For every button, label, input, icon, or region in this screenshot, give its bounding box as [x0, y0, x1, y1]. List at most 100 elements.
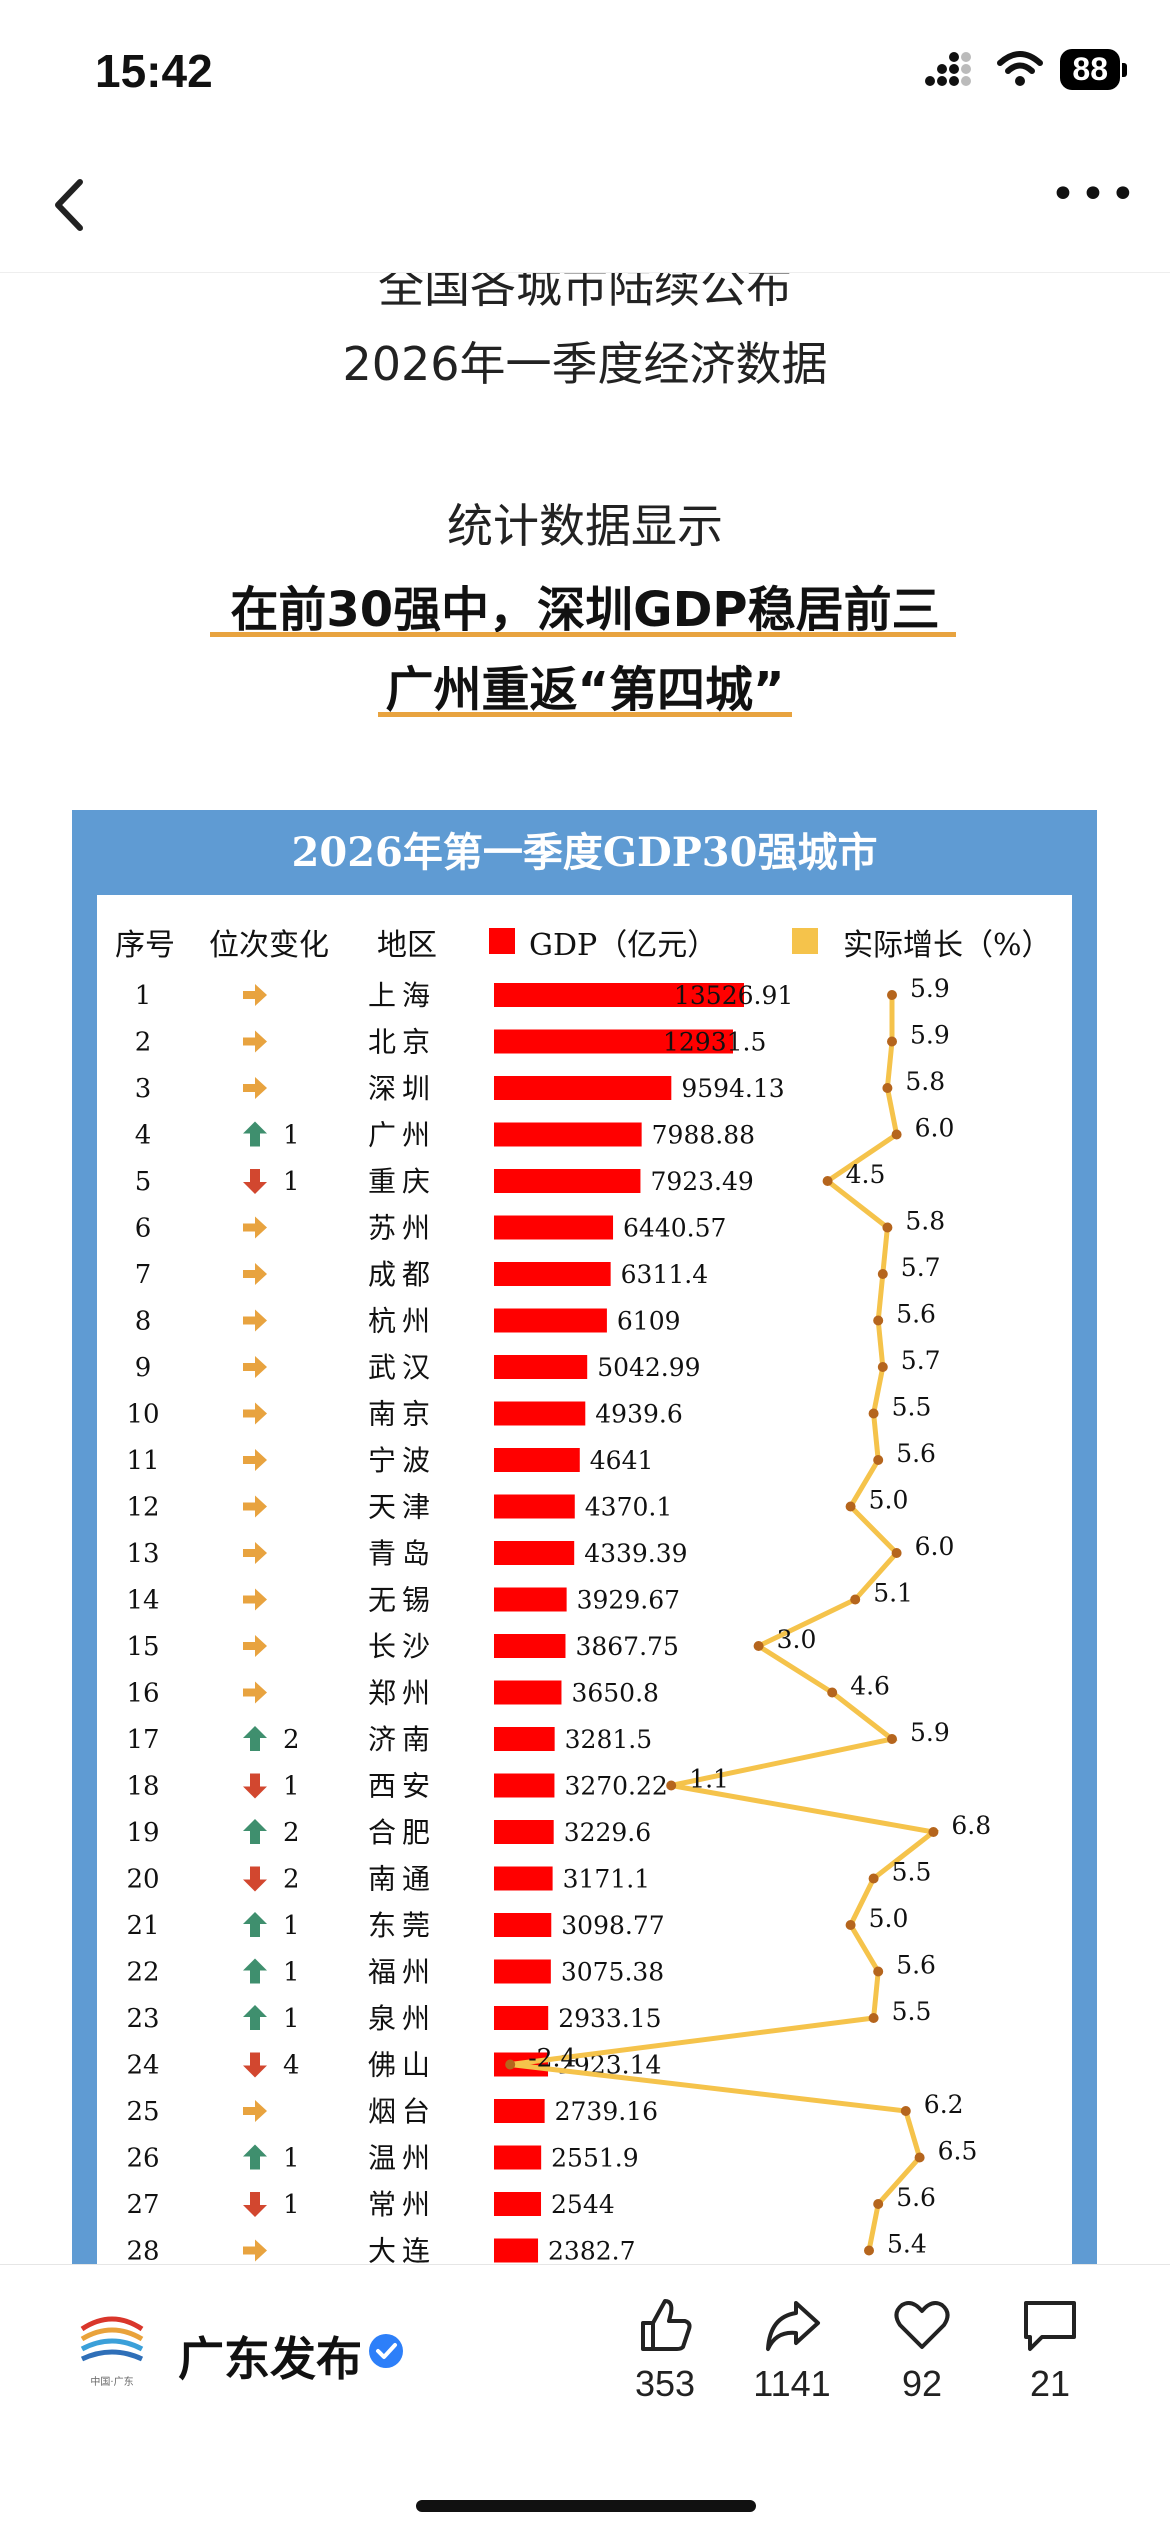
right-arrow-icon — [243, 1030, 267, 1053]
gdp-value-label: 3270.22 — [564, 1772, 667, 1801]
region-cell: 成都 — [368, 1258, 436, 1291]
gdp-bar — [494, 2006, 549, 2030]
header-growth: 实际增长（%） — [843, 928, 1052, 963]
growth-point — [845, 1501, 856, 1512]
gdp-bar — [494, 1680, 562, 1705]
favorite-count: 92 — [901, 2363, 943, 2404]
like-count: 353 — [634, 2363, 696, 2404]
gdp-bar — [494, 1122, 642, 1147]
gdp-value-label: 7923.49 — [650, 1167, 753, 1196]
rank-change-value: 4 — [283, 2051, 300, 2081]
gdp-value-label: 4641 — [590, 1446, 654, 1475]
growth-value-label: 5.7 — [901, 1253, 941, 1282]
rank-cell: 8 — [135, 1307, 152, 1337]
growth-point — [877, 1269, 888, 1279]
signal-icon — [925, 52, 972, 86]
gdp-table-image[interactable]: 2026年第一季度GDP30强城市 序号 位次变化 地区 GDP（亿元） 实际增… — [72, 810, 1097, 2264]
down-arrow-icon — [243, 1169, 267, 1194]
highlight-underline-2 — [378, 712, 792, 717]
growth-value-label: 5.9 — [910, 1021, 950, 1050]
share-button[interactable]: 1141 — [742, 2295, 842, 2405]
growth-value-label: 5.7 — [901, 1346, 941, 1375]
gdp-value-label: 6311.4 — [621, 1260, 708, 1289]
rank-cell: 15 — [126, 1632, 159, 1662]
growth-point — [868, 2013, 879, 2023]
article-highlight-1: 在前30强中，深圳GDP稳居前三 — [230, 582, 940, 638]
right-arrow-icon — [243, 1495, 267, 1518]
header-region: 地区 — [377, 928, 437, 963]
more-options-icon[interactable]: ••• — [1050, 169, 1140, 220]
article-line-2: 统计数据显示 — [447, 499, 723, 553]
rank-cell: 7 — [135, 1260, 152, 1290]
right-arrow-icon — [243, 2100, 267, 2122]
region-cell: 东莞 — [368, 1909, 436, 1942]
gdp-value-label: 3229.6 — [564, 1818, 651, 1847]
status-bar: 15:42 88 — [0, 0, 1170, 140]
bottom-bar: 中国·广东 广东发布 353 1141 92 21 — [0, 2264, 1170, 2533]
header-change: 位次变化 — [209, 928, 329, 963]
right-arrow-icon — [243, 1077, 267, 1099]
rank-change-value: 1 — [283, 2190, 300, 2220]
rank-cell: 16 — [126, 1679, 159, 1709]
rank-change-value: 1 — [283, 1772, 300, 1802]
status-time: 15:42 — [95, 45, 213, 97]
growth-point — [868, 1873, 879, 1884]
account-name[interactable]: 广东发布 — [178, 2332, 362, 2386]
growth-value-label: 6.8 — [951, 1811, 991, 1840]
gdp-bar — [494, 1820, 554, 1844]
thumbs-up-icon — [641, 2299, 692, 2351]
guangdong-fabu-logo[interactable]: 中国·广东 — [72, 2307, 152, 2397]
rank-cell: 13 — [126, 1539, 159, 1569]
home-indicator — [416, 2500, 756, 2512]
gdp-bar — [494, 1029, 733, 1054]
right-arrow-icon — [243, 1309, 267, 1332]
region-cell: 常州 — [368, 2188, 436, 2221]
growth-line — [509, 995, 940, 2251]
up-arrow-icon — [243, 1819, 267, 1844]
growth-point — [882, 1222, 893, 1233]
share-arrow-icon — [766, 2301, 820, 2351]
down-arrow-icon — [243, 2052, 267, 2078]
region-cell: 重庆 — [368, 1165, 436, 1198]
rank-cell: 24 — [126, 2051, 159, 2081]
region-cell: 济南 — [368, 1723, 436, 1756]
gdp-bar — [494, 1262, 611, 1286]
rank-cell: 11 — [126, 1446, 159, 1476]
gdp-bar — [494, 1448, 580, 1472]
comment-button[interactable]: 21 — [1000, 2295, 1100, 2405]
growth-point — [887, 1734, 897, 1744]
up-arrow-icon — [243, 1912, 267, 1937]
battery-indicator: 88 — [1060, 48, 1127, 90]
region-cell: 无锡 — [368, 1584, 436, 1617]
gdp-legend-swatch — [489, 928, 515, 954]
growth-value-label: 4.5 — [846, 1160, 886, 1189]
region-cell: 杭州 — [368, 1305, 436, 1338]
highlight-underline-1 — [210, 632, 956, 637]
growth-value-label: 5.8 — [905, 1207, 945, 1236]
right-arrow-icon — [243, 1681, 267, 1704]
up-arrow-icon — [243, 1726, 267, 1751]
rank-change-value: 1 — [283, 1167, 300, 1197]
up-arrow-icon — [243, 2144, 267, 2170]
gdp-value-label: 5042.99 — [597, 1353, 700, 1382]
growth-value-label: 5.9 — [910, 974, 950, 1003]
growth-point — [864, 2245, 874, 2256]
region-cell: 福州 — [368, 1956, 436, 1989]
gdp-bar — [494, 1494, 575, 1519]
region-cell: 青岛 — [368, 1537, 436, 1570]
heart-icon — [894, 2301, 950, 2349]
favorite-button[interactable]: 92 — [872, 2295, 972, 2405]
header-gdp: GDP（亿元） — [529, 928, 718, 963]
growth-value-label: 5.9 — [910, 1718, 950, 1747]
back-arrow-icon[interactable] — [40, 170, 100, 240]
like-button[interactable]: 353 — [615, 2295, 715, 2405]
growth-value-label: 6.5 — [938, 2137, 978, 2166]
growth-point — [887, 1036, 897, 1047]
growth-value-label: 5.0 — [869, 1904, 909, 1933]
gdp-value-label: 4370.1 — [585, 1493, 672, 1522]
growth-point — [882, 1083, 893, 1093]
rank-cell: 27 — [126, 2190, 159, 2220]
rank-cell: 23 — [126, 2004, 159, 2034]
rank-cell: 2 — [135, 1028, 152, 1058]
growth-point — [850, 1594, 861, 1605]
